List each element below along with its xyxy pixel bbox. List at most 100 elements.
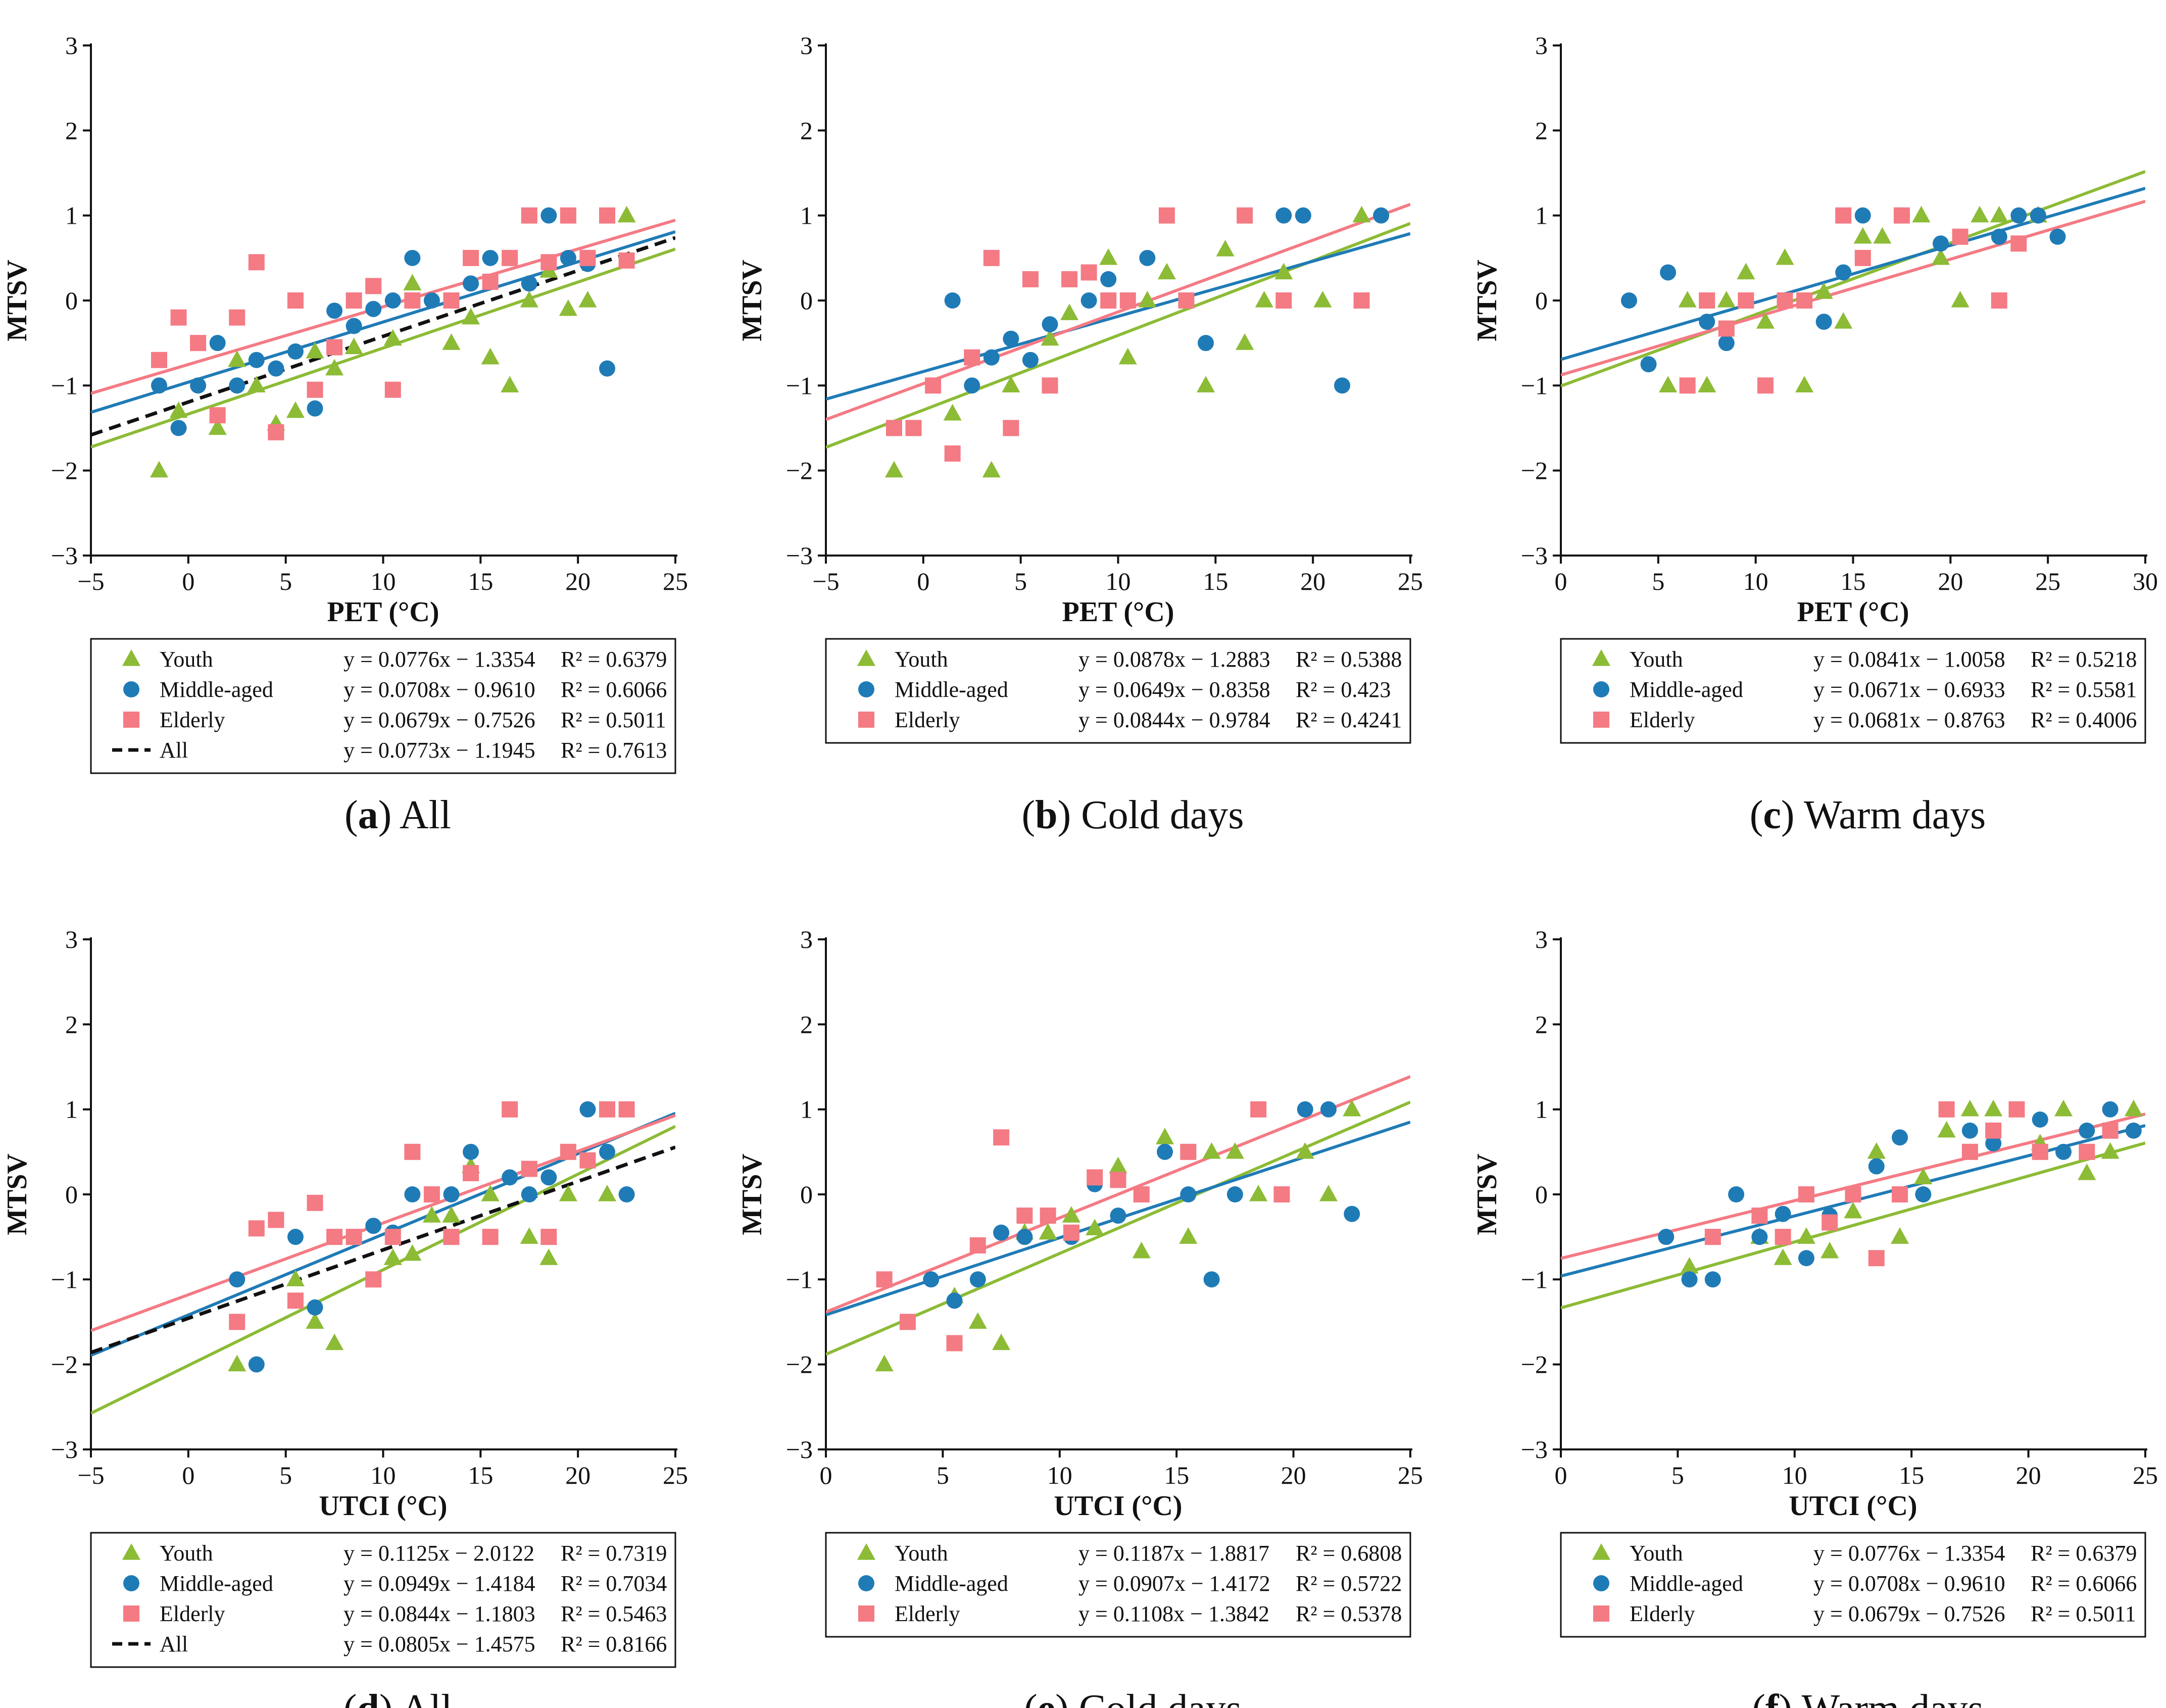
legend-r2: R² = 0.4006: [2031, 708, 2137, 732]
y-tick-label: 1: [1535, 1095, 1548, 1124]
data-point: [1109, 1157, 1127, 1174]
data-point: [442, 1206, 461, 1223]
fit-line-middle-aged: [91, 230, 675, 414]
legend-marker-middle-aged: [1593, 1575, 1609, 1591]
x-tick-label: 25: [663, 1461, 688, 1489]
data-point: [365, 1218, 382, 1234]
data-point: [599, 1143, 616, 1160]
data-point: [1951, 291, 1970, 308]
data-point: [1352, 206, 1371, 223]
data-point: [1960, 1099, 1979, 1117]
data-point: [384, 292, 401, 309]
x-tick-label: 10: [371, 567, 396, 595]
legend-label-elderly: Elderly: [160, 708, 225, 732]
legend-label-youth: Youth: [1630, 1541, 1683, 1566]
data-point: [983, 349, 1000, 366]
data-point: [2054, 1099, 2073, 1117]
fit-line-middle-aged: [91, 1112, 675, 1357]
data-point: [365, 1271, 382, 1288]
data-point: [1914, 1168, 1933, 1185]
legend-equation: y = 0.0708x − 0.9610: [343, 677, 535, 702]
x-tick-label: 20: [1938, 567, 1963, 595]
data-point: [1751, 1229, 1768, 1245]
data-point: [248, 1220, 265, 1237]
y-tick-label: −2: [1521, 457, 1548, 485]
x-tick-label: 25: [1398, 1461, 1423, 1489]
data-point: [1274, 263, 1293, 280]
panel-letter: b: [1035, 793, 1058, 837]
y-tick-label: 3: [800, 31, 813, 60]
data-point: [404, 1186, 421, 1202]
x-tick-label: 0: [182, 567, 194, 595]
data-point: [521, 207, 537, 224]
fit-line-elderly: [1561, 1113, 2145, 1260]
legend: Youth y = 0.0878x − 1.2883 R² = 0.5388 Midd…: [825, 638, 1411, 744]
data-point: [383, 1248, 402, 1265]
data-point: [1640, 356, 1657, 373]
data-point: [1961, 1143, 1978, 1160]
data-point: [1003, 420, 1019, 436]
legend-marker-middle-aged: [123, 1575, 139, 1591]
y-tick-label: 3: [65, 925, 78, 953]
data-point: [1775, 1205, 1791, 1222]
fit-line-elderly: [91, 1114, 675, 1332]
x-tick-label: 0: [182, 1461, 194, 1489]
data-point: [1313, 291, 1332, 308]
data-point: [287, 343, 304, 360]
data-point: [1774, 1248, 1792, 1265]
data-point: [463, 1165, 479, 1181]
data-point: [170, 420, 187, 436]
data-point: [2101, 1142, 2120, 1159]
series-youth: [1659, 206, 2047, 393]
x-tick-label: 20: [565, 567, 590, 595]
data-point: [1867, 1142, 1886, 1159]
data-point: [1139, 249, 1156, 266]
legend-equation: y = 0.0679x − 0.7526: [1813, 1601, 2005, 1626]
data-point: [286, 401, 305, 418]
legend-equation: y = 0.1125x − 2.0122: [343, 1541, 534, 1566]
y-tick-label: −1: [1521, 371, 1548, 399]
data-point: [1110, 1208, 1126, 1224]
x-tick-label: 10: [1047, 1461, 1072, 1489]
data-point: [1737, 263, 1755, 280]
legend-equation: y = 0.0679x − 0.7526: [343, 708, 535, 732]
fit-line-elderly: [826, 1075, 1410, 1314]
data-point: [1040, 1208, 1056, 1224]
data-point: [423, 292, 440, 309]
data-point: [307, 381, 323, 398]
data-point: [502, 1101, 518, 1118]
series-youth: [884, 206, 1371, 478]
data-point: [521, 275, 537, 292]
data-point: [462, 308, 480, 325]
y-axis-label: MTSV: [1471, 1153, 1503, 1235]
data-point: [1704, 1229, 1721, 1245]
y-tick-label: 0: [800, 286, 813, 315]
fit-line-elderly: [826, 203, 1410, 421]
legend-label-youth: Youth: [160, 647, 213, 672]
data-point: [1297, 1101, 1313, 1118]
fit-line-all: [91, 236, 675, 437]
legend-equation: y = 0.0671x − 0.6933: [1813, 677, 2005, 702]
legend-label-middle-aged: Middle-aged: [1630, 1571, 1743, 1596]
data-point: [969, 1237, 986, 1253]
data-point: [346, 1229, 362, 1245]
data-point: [2125, 1122, 2142, 1139]
data-point: [404, 249, 421, 266]
y-tick-label: 1: [65, 1095, 78, 1124]
data-point: [925, 377, 942, 394]
data-point: [1893, 207, 1910, 224]
series-youth: [150, 206, 636, 478]
data-point: [885, 420, 902, 436]
data-point: [423, 1186, 440, 1202]
fit-lines: [826, 203, 1410, 449]
x-tick-label: 0: [1555, 567, 1567, 595]
data-point: [1678, 291, 1697, 308]
data-point: [1757, 377, 1774, 394]
fit-line-elderly: [91, 219, 675, 395]
data-point: [325, 359, 344, 376]
y-axis-label: MTSV: [2, 260, 33, 341]
legend-label-middle-aged: Middle-aged: [895, 677, 1008, 702]
data-point: [1080, 264, 1097, 281]
